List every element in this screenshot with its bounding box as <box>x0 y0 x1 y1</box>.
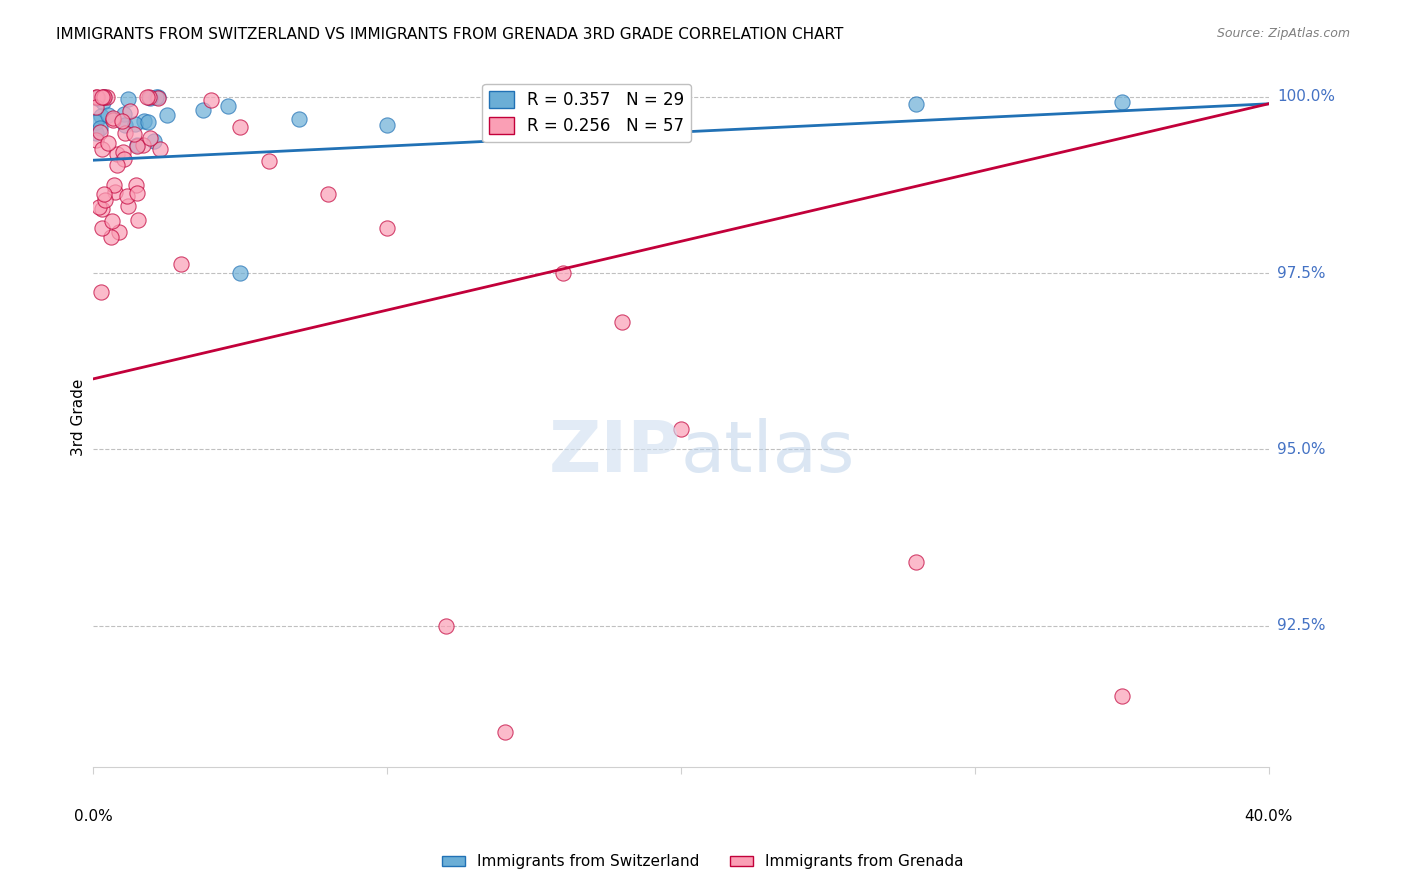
Point <box>114 118 136 132</box>
Text: 0.0%: 0.0% <box>73 809 112 824</box>
Point <box>139 131 162 145</box>
Point <box>138 114 160 128</box>
Point <box>91 95 114 109</box>
Point <box>523 109 546 123</box>
Point <box>115 189 138 203</box>
Point <box>103 178 125 192</box>
Point <box>89 125 111 139</box>
Point <box>217 99 239 113</box>
Point <box>124 117 146 131</box>
Point <box>111 113 134 128</box>
Point <box>138 91 160 105</box>
Text: Source: ZipAtlas.com: Source: ZipAtlas.com <box>1216 27 1350 40</box>
Point <box>669 110 692 124</box>
Point <box>104 185 127 199</box>
Point <box>904 97 927 112</box>
Point <box>127 137 149 152</box>
Point <box>138 89 160 103</box>
Y-axis label: 3rd Grade: 3rd Grade <box>72 379 86 457</box>
Point <box>94 193 117 207</box>
Point <box>904 555 927 569</box>
Point <box>375 220 398 235</box>
Point <box>229 120 252 134</box>
Point <box>288 112 311 126</box>
Point <box>375 118 398 132</box>
Point <box>90 285 112 300</box>
Point <box>100 230 122 244</box>
Point <box>1111 95 1133 109</box>
Point <box>93 186 115 201</box>
Point <box>610 316 633 330</box>
Point <box>89 121 111 136</box>
Point <box>125 186 148 200</box>
Point <box>143 134 166 148</box>
Point <box>87 200 110 214</box>
Point <box>97 108 120 122</box>
Point <box>105 158 128 172</box>
Point <box>101 214 124 228</box>
Point <box>108 225 131 239</box>
Point <box>90 109 112 123</box>
Point <box>136 89 159 103</box>
Point <box>91 89 114 103</box>
Point <box>494 724 516 739</box>
Point <box>84 133 107 147</box>
Point <box>103 111 125 125</box>
Point <box>125 139 148 153</box>
Point <box>114 126 136 140</box>
Point <box>96 89 118 103</box>
Point <box>1111 690 1133 704</box>
Text: ZIP: ZIP <box>548 418 681 487</box>
Text: 92.5%: 92.5% <box>1278 618 1326 633</box>
Point <box>117 199 139 213</box>
Point <box>434 619 457 633</box>
Point <box>125 178 148 192</box>
Point <box>86 91 108 105</box>
Point <box>97 136 120 150</box>
Point <box>170 257 193 271</box>
Text: 100.0%: 100.0% <box>1278 89 1336 104</box>
Point <box>91 90 114 104</box>
Point <box>93 89 115 103</box>
Point <box>84 114 107 128</box>
Point <box>112 152 135 166</box>
Legend: R = 0.357   N = 29, R = 0.256   N = 57: R = 0.357 N = 29, R = 0.256 N = 57 <box>482 84 692 142</box>
Point <box>200 93 222 107</box>
Point <box>134 113 156 128</box>
Text: atlas: atlas <box>681 418 855 487</box>
Text: 40.0%: 40.0% <box>1244 809 1292 824</box>
Point <box>149 142 172 156</box>
Point <box>84 126 107 140</box>
Point <box>132 138 155 153</box>
Point <box>259 154 281 169</box>
Point <box>148 89 170 103</box>
Text: IMMIGRANTS FROM SWITZERLAND VS IMMIGRANTS FROM GRENADA 3RD GRADE CORRELATION CHA: IMMIGRANTS FROM SWITZERLAND VS IMMIGRANT… <box>56 27 844 42</box>
Point <box>90 202 112 217</box>
Point <box>91 142 114 156</box>
Point <box>229 266 252 280</box>
Point <box>122 127 145 141</box>
Point <box>93 89 115 103</box>
Point <box>107 147 129 161</box>
Point <box>669 422 692 436</box>
Point <box>156 107 179 121</box>
Point <box>120 104 142 119</box>
Point <box>86 89 108 103</box>
Point <box>145 89 167 103</box>
Text: 97.5%: 97.5% <box>1278 266 1326 281</box>
Point <box>84 100 107 114</box>
Point <box>316 187 339 202</box>
Point <box>112 106 135 120</box>
Point <box>148 91 170 105</box>
Point <box>553 266 575 280</box>
Point <box>91 221 114 235</box>
Point <box>111 145 134 159</box>
Legend: Immigrants from Switzerland, Immigrants from Grenada: Immigrants from Switzerland, Immigrants … <box>436 848 970 875</box>
Point <box>193 103 215 117</box>
Point <box>84 89 107 103</box>
Point <box>117 93 139 107</box>
Text: 95.0%: 95.0% <box>1278 442 1326 457</box>
Point <box>101 112 124 127</box>
Point <box>127 212 149 227</box>
